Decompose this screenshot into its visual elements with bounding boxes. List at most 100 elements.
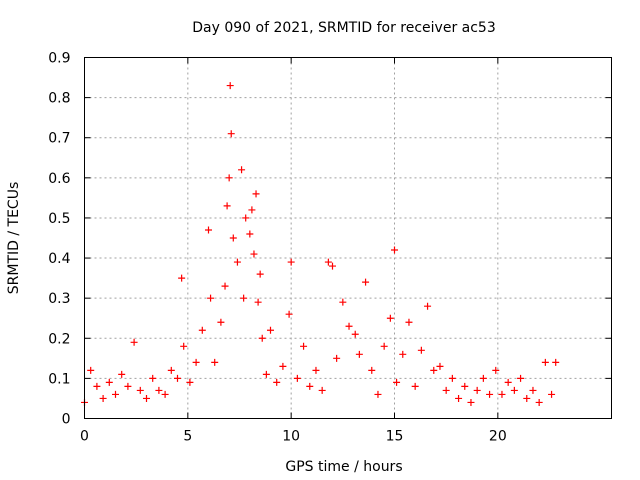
- data-point: [368, 366, 376, 374]
- y-tick-label: 0.8: [48, 91, 70, 107]
- data-point: [233, 258, 241, 266]
- data-point: [93, 382, 101, 390]
- data-point: [399, 350, 407, 358]
- data-point: [510, 386, 518, 394]
- data-point: [455, 394, 463, 402]
- data-point: [339, 298, 347, 306]
- y-tick-label: 0: [62, 412, 71, 428]
- data-point: [324, 258, 332, 266]
- data-point: [430, 366, 438, 374]
- data-point: [479, 374, 487, 382]
- data-point: [192, 358, 200, 366]
- data-point: [242, 214, 250, 222]
- data-point: [198, 326, 206, 334]
- data-point: [300, 342, 308, 350]
- data-point: [405, 318, 413, 326]
- y-tick-label: 0.4: [48, 251, 70, 267]
- x-tick-label: 15: [386, 429, 404, 445]
- data-point: [267, 326, 274, 334]
- y-tick-label: 0.1: [48, 371, 70, 387]
- data-point: [391, 246, 398, 254]
- x-tick-label: 10: [282, 429, 300, 445]
- data-point: [227, 130, 235, 138]
- data-point: [461, 382, 469, 390]
- data-point: [186, 378, 194, 386]
- y-tick-label: 0.2: [48, 331, 70, 347]
- data-point: [355, 350, 363, 358]
- data-point: [99, 394, 107, 402]
- data-point: [318, 386, 326, 394]
- data-point: [529, 386, 537, 394]
- data-point: [226, 82, 234, 90]
- data-point: [174, 374, 181, 382]
- data-point: [221, 282, 229, 290]
- data-point: [250, 250, 258, 258]
- data-point: [498, 390, 506, 398]
- data-points: [81, 82, 560, 406]
- data-point: [240, 294, 248, 302]
- data-point: [386, 314, 394, 322]
- y-tick-label: 0.7: [48, 131, 70, 147]
- data-point: [329, 262, 336, 270]
- data-point: [287, 258, 295, 266]
- data-point: [473, 386, 481, 394]
- data-point: [207, 294, 215, 302]
- data-point: [178, 274, 186, 282]
- data-point: [254, 298, 262, 306]
- axis-ticks: [84, 57, 612, 419]
- data-point: [229, 234, 237, 242]
- data-point: [112, 390, 119, 398]
- data-point: [541, 358, 549, 366]
- data-point: [552, 358, 560, 366]
- data-point: [442, 386, 450, 394]
- data-point: [252, 190, 260, 198]
- data-point: [486, 390, 494, 398]
- plot-frame: [84, 57, 612, 419]
- data-point: [517, 374, 525, 382]
- data-point: [238, 166, 246, 174]
- x-axis-label: GPS time / hours: [285, 459, 402, 475]
- data-point: [143, 394, 150, 402]
- x-tick-label: 5: [183, 429, 192, 445]
- data-point: [279, 362, 287, 370]
- data-point: [155, 386, 163, 394]
- data-point: [362, 278, 370, 286]
- grid-lines: [84, 57, 612, 419]
- data-point: [448, 374, 456, 382]
- data-point: [217, 318, 225, 326]
- data-point: [380, 342, 388, 350]
- data-point: [124, 382, 132, 390]
- x-tick-label: 20: [489, 429, 507, 445]
- y-tick-label: 0.5: [48, 211, 70, 227]
- data-point: [492, 366, 500, 374]
- data-point: [374, 390, 382, 398]
- data-point: [180, 342, 188, 350]
- data-point: [211, 358, 219, 366]
- data-point: [467, 398, 475, 406]
- data-point: [161, 390, 169, 398]
- data-point: [87, 366, 95, 374]
- tick-labels: 0 0.1 0.2 0.3 0.4 0.5 0.6 0.7 0.8 0.9 0 5 10 15 20: [48, 51, 507, 445]
- data-point: [548, 390, 556, 398]
- chart-title: Day 090 of 2021, SRMTID for receiver ac5…: [192, 20, 496, 36]
- y-tick-label: 0.3: [48, 291, 70, 307]
- data-point: [205, 226, 212, 234]
- data-point: [256, 270, 264, 278]
- data-point: [306, 382, 314, 390]
- data-point: [417, 346, 425, 354]
- data-point: [411, 382, 419, 390]
- data-point: [333, 354, 341, 362]
- data-point: [225, 174, 233, 182]
- y-tick-label: 0.9: [48, 51, 70, 67]
- data-point: [393, 378, 401, 386]
- data-point: [105, 378, 113, 386]
- data-point: [424, 302, 432, 310]
- data-point: [535, 398, 543, 406]
- data-point: [167, 366, 175, 374]
- data-point: [351, 330, 359, 338]
- data-point: [223, 202, 231, 210]
- data-point: [293, 374, 301, 382]
- data-point: [312, 366, 320, 374]
- y-axis-label: SRMTID / TECUs: [6, 182, 22, 295]
